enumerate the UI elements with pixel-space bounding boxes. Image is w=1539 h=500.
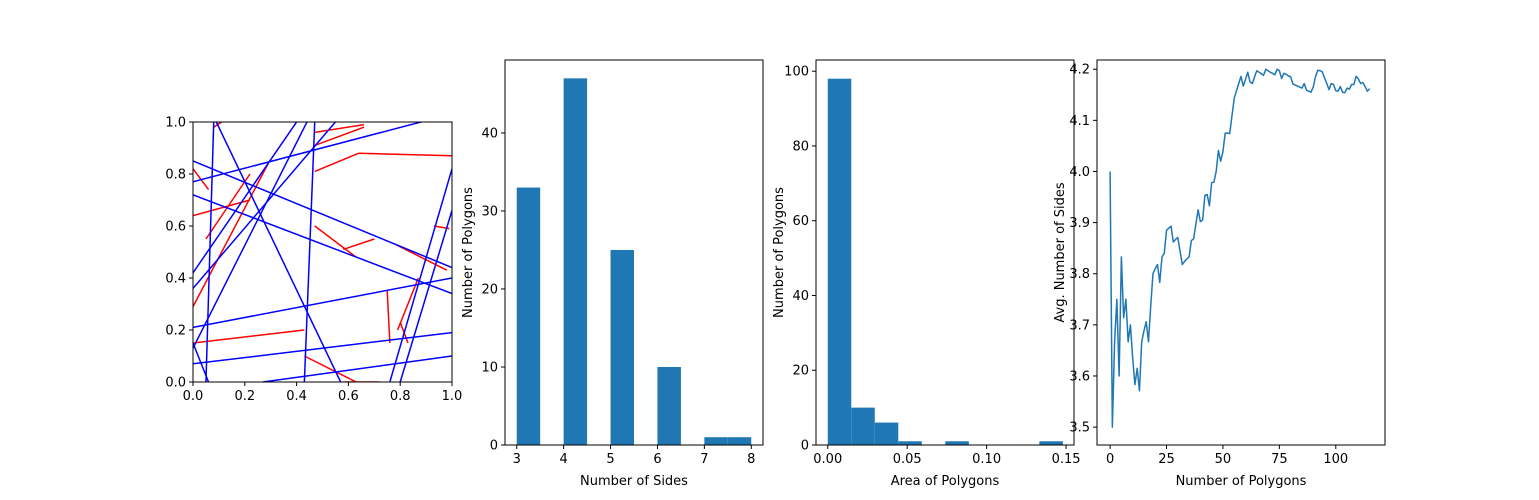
x-tick-label: 7 <box>700 452 708 467</box>
axes-frame <box>815 59 1075 446</box>
red-segment <box>342 238 375 251</box>
y-tick-label: 4.0 <box>1069 165 1090 180</box>
line-arrangement-plot: 0.0 0.2 0.4 0.6 0.8 1.0 0.0 0.2 0.4 0.6 0.8 1.0 <box>165 116 462 405</box>
y-tick-label: 80 <box>792 139 809 154</box>
red-segment <box>314 152 360 173</box>
histogram-bar <box>851 407 875 445</box>
blue-line <box>303 122 316 382</box>
blue-line <box>193 122 308 349</box>
x-tick-label: 0.05 <box>893 452 922 467</box>
x-tick-label: 100 <box>1323 452 1348 467</box>
y-tick-label: 0.8 <box>165 168 186 183</box>
red-segment <box>193 329 305 344</box>
red-segment <box>304 355 357 382</box>
x-tick-label: 0.4 <box>286 389 307 404</box>
blue-line <box>262 355 452 382</box>
x-axis-label: Number of Sides <box>580 474 688 489</box>
x-tick-label: 0.10 <box>972 452 1001 467</box>
blue-line <box>215 122 342 382</box>
histogram-bar <box>874 422 899 445</box>
red-segment <box>394 243 448 271</box>
histogram-bar <box>827 78 852 445</box>
x-tick-label: 0.15 <box>1052 452 1081 467</box>
sides-histogram: 3 4 5 6 7 8 0 10 20 30 40 Number of Sides Number of … <box>461 59 764 489</box>
area-histogram: 0.00 0.05 0.10 0.15 0 20 40 60 80 100 Area of Poly… <box>772 59 1081 489</box>
histogram-bar <box>563 78 588 445</box>
x-axis-label: Area of Polygons <box>891 474 1000 489</box>
red-segment <box>205 173 251 240</box>
avg-sides-line-plot: 0 25 50 75 100 3.5 3.6 3.7 3.8 3.9 4.0 4.1 4.2 Number… <box>1053 59 1386 489</box>
y-tick-label: 40 <box>481 126 498 141</box>
red-segment <box>396 277 420 331</box>
y-tick-label: 1.0 <box>165 116 186 131</box>
blue-line <box>399 210 452 382</box>
y-tick-label: 0.2 <box>165 324 186 339</box>
y-tick-label: 0 <box>490 439 498 454</box>
y-tick-label: 4.2 <box>1069 63 1090 78</box>
x-tick-label: 4 <box>559 452 567 467</box>
red-segment <box>386 290 391 344</box>
avg-sides-series-line <box>1109 68 1371 428</box>
x-tick-label: 0.0 <box>183 389 204 404</box>
y-tick-label: 3.6 <box>1069 369 1090 384</box>
x-tick-label: 1.0 <box>442 389 463 404</box>
y-tick-label: 40 <box>792 289 809 304</box>
red-segment <box>314 126 365 147</box>
red-segment <box>314 225 357 258</box>
x-tick-label: 3 <box>513 452 521 467</box>
y-tick-label: 0 <box>801 439 809 454</box>
y-tick-label: 3.9 <box>1069 216 1090 231</box>
blue-line <box>193 331 452 365</box>
plot-area <box>193 122 452 382</box>
histogram-bar <box>898 441 922 445</box>
red-segment <box>314 123 365 134</box>
x-tick-label: 0 <box>1106 452 1114 467</box>
histogram-bar <box>945 441 969 445</box>
y-axis-label: Number of Polygons <box>461 187 476 318</box>
x-tick-label: 25 <box>1158 452 1175 467</box>
blue-line <box>205 122 215 382</box>
blue-line <box>193 160 452 269</box>
x-tick-label: 8 <box>747 452 755 467</box>
x-axis-label: Number of Polygons <box>1176 474 1307 489</box>
x-tick-label: 5 <box>606 452 614 467</box>
y-tick-label: 20 <box>481 282 498 297</box>
y-tick-label: 60 <box>792 214 809 229</box>
histogram-bar <box>610 249 634 445</box>
blue-line <box>193 277 452 329</box>
y-tick-label: 4.1 <box>1069 114 1090 129</box>
x-tick-label: 0.8 <box>390 389 411 404</box>
y-axis-label: Avg. Number of Sides <box>1053 182 1068 322</box>
y-tick-label: 100 <box>784 65 809 80</box>
y-tick-label: 10 <box>481 360 498 375</box>
y-tick-label: 20 <box>792 364 809 379</box>
y-tick-label: 3.5 <box>1069 421 1090 436</box>
blue-line <box>389 168 452 382</box>
blue-line <box>193 122 422 183</box>
x-tick-label: 0.00 <box>813 452 842 467</box>
x-tick-label: 0.6 <box>338 389 359 404</box>
x-tick-label: 0.2 <box>234 389 255 404</box>
y-tick-label: 0.4 <box>165 272 186 287</box>
histogram-bar <box>1039 441 1063 445</box>
y-tick-label: 3.7 <box>1069 318 1090 333</box>
x-tick-label: 50 <box>1215 452 1232 467</box>
histogram-bar <box>516 187 541 445</box>
red-segment <box>358 152 452 157</box>
x-tick-label: 75 <box>1271 452 1288 467</box>
x-tick-label: 6 <box>653 452 661 467</box>
histogram-bar <box>727 437 752 445</box>
y-tick-label: 0.0 <box>165 376 186 391</box>
y-tick-label: 3.8 <box>1069 267 1090 282</box>
axes-frame <box>192 121 453 383</box>
y-axis-label: Number of Polygons <box>772 187 787 318</box>
blue-line <box>193 194 452 295</box>
histogram-bar <box>657 366 681 445</box>
axes-frame <box>1096 59 1386 446</box>
y-tick-label: 0.6 <box>165 220 186 235</box>
y-tick-label: 30 <box>481 204 498 219</box>
axes-frame <box>504 59 764 446</box>
histogram-bar <box>704 437 728 445</box>
